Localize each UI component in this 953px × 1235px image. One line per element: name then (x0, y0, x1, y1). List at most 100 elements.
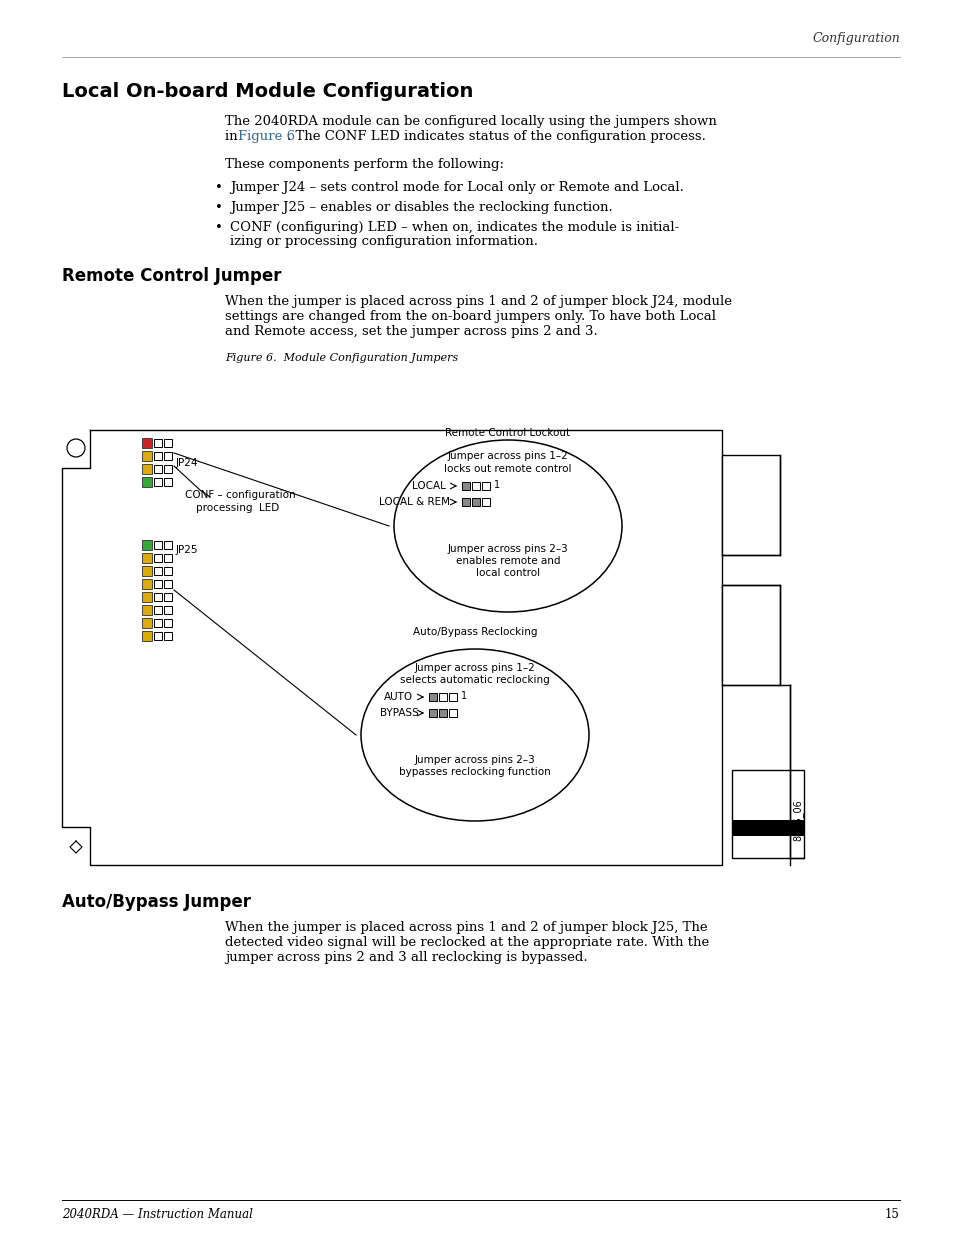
Text: Jumper J25 – enables or disables the reclocking function.: Jumper J25 – enables or disables the rec… (230, 201, 612, 214)
Bar (449, 709, 456, 718)
Text: LOCAL & REM: LOCAL & REM (378, 496, 450, 508)
Text: 8026_06: 8026_06 (792, 799, 802, 841)
Bar (142, 631, 152, 641)
Text: 1: 1 (460, 692, 467, 701)
Bar (731, 820, 803, 836)
Bar (164, 580, 172, 588)
Ellipse shape (394, 440, 621, 613)
Text: Jumper J24 – sets control mode for Local only or Remote and Local.: Jumper J24 – sets control mode for Local… (230, 182, 683, 194)
Text: CONF – configuration: CONF – configuration (185, 490, 295, 500)
Text: BYPASS: BYPASS (380, 708, 418, 718)
Bar (164, 567, 172, 576)
Bar (142, 540, 152, 550)
Bar (142, 451, 152, 461)
Text: CONF (configuring) LED – when on, indicates the module is initial-: CONF (configuring) LED – when on, indica… (230, 221, 679, 233)
Text: bypasses reclocking function: bypasses reclocking function (398, 767, 550, 777)
Text: enables remote and: enables remote and (456, 556, 559, 566)
Bar (153, 606, 162, 614)
Bar (731, 769, 803, 858)
Text: 2040RDA — Instruction Manual: 2040RDA — Instruction Manual (62, 1208, 253, 1221)
Text: Remote Control Jumper: Remote Control Jumper (62, 267, 281, 285)
Text: Jumper across pins 2–3: Jumper across pins 2–3 (415, 755, 535, 764)
Text: When the jumper is placed across pins 1 and 2 of jumper block J25, The: When the jumper is placed across pins 1 … (225, 921, 707, 934)
Bar (481, 498, 490, 506)
Bar (164, 606, 172, 614)
Bar (461, 482, 470, 490)
Text: •: • (214, 182, 223, 194)
Text: izing or processing configuration information.: izing or processing configuration inform… (230, 235, 537, 248)
Text: detected video signal will be reclocked at the appropriate rate. With the: detected video signal will be reclocked … (225, 936, 708, 948)
Text: JP24: JP24 (175, 458, 198, 468)
Bar (142, 579, 152, 589)
Bar (461, 498, 470, 506)
Text: Figure 6: Figure 6 (237, 130, 294, 143)
Text: 15: 15 (884, 1208, 899, 1221)
Text: Jumper across pins 1–2: Jumper across pins 1–2 (447, 451, 568, 461)
Bar (164, 541, 172, 550)
Text: and Remote access, set the jumper across pins 2 and 3.: and Remote access, set the jumper across… (225, 325, 598, 338)
Bar (142, 618, 152, 629)
Bar (429, 693, 436, 701)
Text: •: • (214, 201, 223, 214)
Bar (164, 593, 172, 601)
Text: When the jumper is placed across pins 1 and 2 of jumper block J24, module: When the jumper is placed across pins 1 … (225, 295, 731, 308)
Text: settings are changed from the on-board jumpers only. To have both Local: settings are changed from the on-board j… (225, 310, 716, 324)
Text: Auto/Bypass Jumper: Auto/Bypass Jumper (62, 893, 251, 911)
Text: locks out remote control: locks out remote control (444, 464, 571, 474)
Bar (153, 478, 162, 487)
Bar (164, 619, 172, 627)
Bar (153, 466, 162, 473)
Text: selects automatic reclocking: selects automatic reclocking (399, 676, 549, 685)
Bar (472, 498, 479, 506)
Bar (153, 452, 162, 459)
Text: Auto/Bypass Reclocking: Auto/Bypass Reclocking (413, 627, 537, 637)
Text: Configuration: Configuration (811, 32, 899, 44)
Text: Jumper across pins 2–3: Jumper across pins 2–3 (447, 543, 568, 555)
Bar (438, 693, 447, 701)
Bar (153, 438, 162, 447)
Text: •: • (214, 221, 223, 233)
Bar (153, 619, 162, 627)
Bar (438, 709, 447, 718)
Bar (164, 632, 172, 640)
Bar (164, 438, 172, 447)
Bar (164, 555, 172, 562)
Bar (142, 553, 152, 563)
Text: processing  LED: processing LED (195, 503, 279, 513)
Bar (721, 585, 780, 685)
Bar (153, 580, 162, 588)
Bar (429, 709, 436, 718)
Bar (153, 632, 162, 640)
Bar (481, 482, 490, 490)
Bar (153, 593, 162, 601)
Text: 1: 1 (494, 480, 499, 490)
Bar (142, 464, 152, 474)
Text: in: in (225, 130, 242, 143)
Bar (153, 555, 162, 562)
Text: The 2040RDA module can be configured locally using the jumpers shown: The 2040RDA module can be configured loc… (225, 115, 716, 128)
Bar (142, 592, 152, 601)
Bar (164, 452, 172, 459)
Text: Local On-board Module Configuration: Local On-board Module Configuration (62, 82, 473, 101)
Text: LOCAL: LOCAL (412, 480, 446, 492)
Text: jumper across pins 2 and 3 all reclocking is bypassed.: jumper across pins 2 and 3 all reclockin… (225, 951, 587, 965)
Bar (164, 478, 172, 487)
Bar (721, 454, 780, 555)
Text: AUTO: AUTO (383, 692, 413, 701)
Bar (142, 605, 152, 615)
Text: Figure 6.  Module Configuration Jumpers: Figure 6. Module Configuration Jumpers (225, 353, 457, 363)
Text: JP25: JP25 (175, 545, 198, 555)
Ellipse shape (360, 650, 588, 821)
Text: Remote Control Lockout: Remote Control Lockout (445, 429, 570, 438)
Bar (142, 438, 152, 448)
Bar (142, 477, 152, 487)
Text: . The CONF LED indicates status of the configuration process.: . The CONF LED indicates status of the c… (287, 130, 705, 143)
Bar (153, 567, 162, 576)
Text: These components perform the following:: These components perform the following: (225, 158, 503, 170)
Bar (164, 466, 172, 473)
Text: local control: local control (476, 568, 539, 578)
Bar (449, 693, 456, 701)
Bar (153, 541, 162, 550)
Bar (142, 566, 152, 576)
Text: Jumper across pins 1–2: Jumper across pins 1–2 (415, 663, 535, 673)
